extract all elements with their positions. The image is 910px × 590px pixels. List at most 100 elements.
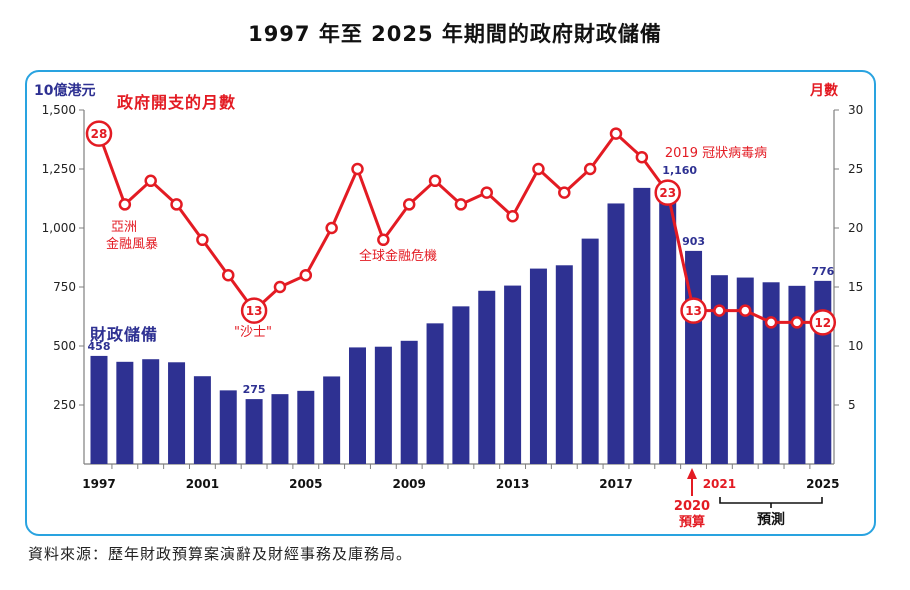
bar-2018 xyxy=(633,187,651,464)
chart-frame xyxy=(25,70,876,536)
bar-2005 xyxy=(297,390,315,464)
bar-2021 xyxy=(710,275,728,464)
labels-group: 458 275 1,160 903 776 xyxy=(88,164,835,396)
forecast-bracket xyxy=(719,497,823,504)
chart-title: 1997 年至 2025 年期間的政府財政儲備 xyxy=(248,22,662,46)
line-highlight-label: 23 xyxy=(659,186,676,200)
annotation-asia-crisis-1: 亞洲 xyxy=(111,220,137,235)
line-point-2001 xyxy=(196,233,209,247)
line-highlight-point-2020 xyxy=(680,297,707,324)
bar-value-label: 275 xyxy=(243,383,266,396)
right-axis-tick-label: 30 xyxy=(848,103,863,117)
line-point-2013 xyxy=(506,209,519,223)
annotation-budget-2020-label: 預算 xyxy=(679,514,705,530)
line-point-2008 xyxy=(377,233,390,247)
x-axis-tick-label: 2005 xyxy=(289,477,322,491)
bar-series-label: 財政儲備 xyxy=(90,325,158,344)
line-point-2024 xyxy=(790,316,804,329)
x-axis-tick-label: 2013 xyxy=(496,477,529,491)
line-point-1999 xyxy=(144,174,157,188)
annotation-covid: 2019 冠狀病毒病 xyxy=(665,146,767,161)
line-series-label: 政府開支的月數 xyxy=(117,93,236,112)
line-highlight-point-2019 xyxy=(654,179,681,206)
x-axis-tick-label: 2017 xyxy=(599,477,632,491)
bar-value-label: 1,160 xyxy=(662,164,697,177)
bar-2001 xyxy=(193,376,211,464)
line-point-2011 xyxy=(454,198,468,211)
bar-2008 xyxy=(374,346,392,464)
bar-2000 xyxy=(168,362,186,464)
line-point-2021 xyxy=(713,304,726,317)
left-axis-tick-label: 1,250 xyxy=(42,162,76,176)
bar-2017 xyxy=(607,203,625,464)
bar-1999 xyxy=(142,359,160,464)
bar-2009 xyxy=(400,340,418,464)
bar-1998 xyxy=(116,361,134,464)
annotation-budget-2020-year: 2020 xyxy=(674,499,710,514)
line-highlight-label: 13 xyxy=(246,304,263,318)
annotation-asia-crisis-2: 金融風暴 xyxy=(106,236,158,252)
line-point-2006 xyxy=(325,221,338,235)
bar-2003 xyxy=(245,399,263,464)
x-axis-tick-label: 2021 xyxy=(703,477,736,491)
bar-2002 xyxy=(219,390,237,464)
left-axis-tick-label: 500 xyxy=(53,339,76,353)
right-axis-tick-label: 15 xyxy=(848,280,863,294)
line-point-2018 xyxy=(635,150,649,164)
bar-2012 xyxy=(478,290,496,464)
bar-2024 xyxy=(788,285,806,464)
line-highlight-label: 12 xyxy=(814,316,831,330)
bars-group xyxy=(90,187,832,465)
right-axis-tick-label: 25 xyxy=(848,162,863,176)
line-highlight-point-1997 xyxy=(85,120,113,147)
left-axis-tick-label: 750 xyxy=(53,280,76,294)
left-axis-tick-label: 250 xyxy=(53,398,76,412)
line-highlight-label: 13 xyxy=(685,304,702,318)
right-axis-unit-label: 月數 xyxy=(809,82,838,99)
source-note: 資料來源：歷年財政預算案演辭及財經事務及庫務局。 xyxy=(28,545,413,563)
right-axis-tick-label: 20 xyxy=(848,221,863,235)
bar-value-label: 458 xyxy=(88,340,111,353)
line-group: 28 13 23 13 12 xyxy=(85,120,837,336)
line-point-2009 xyxy=(402,198,416,211)
bar-2016 xyxy=(581,238,599,464)
line-point-2005 xyxy=(299,268,313,282)
annotation-sars: "沙士" xyxy=(234,325,272,340)
annotation-forecast: 預測 xyxy=(757,511,785,528)
line-point-2023 xyxy=(764,316,778,329)
x-axis-tick-label: 2001 xyxy=(186,477,219,491)
left-axis-tick-label: 1,500 xyxy=(42,103,76,117)
x-axis-tick-label: 2009 xyxy=(392,477,425,491)
bar-2006 xyxy=(323,376,341,464)
bar-value-label: 776 xyxy=(811,265,834,278)
line-point-2016 xyxy=(583,162,597,176)
bar-2019 xyxy=(659,190,677,465)
line-point-2012 xyxy=(480,186,493,199)
annotation-gfc: 全球金融危機 xyxy=(359,248,437,264)
line-point-2015 xyxy=(558,186,571,199)
bar-2014 xyxy=(529,268,547,464)
bar-2022 xyxy=(736,277,754,464)
line-point-2007 xyxy=(351,162,364,176)
line-highlight-label: 28 xyxy=(91,127,108,141)
x-axis-tick-label: 2025 xyxy=(806,477,839,491)
line-point-2004 xyxy=(273,280,287,294)
bar-2025 xyxy=(814,280,832,464)
bar-2004 xyxy=(271,394,289,464)
bar-1997 xyxy=(90,355,108,464)
line-point-2000 xyxy=(170,198,183,211)
line-point-2014 xyxy=(532,162,545,176)
bar-2011 xyxy=(452,306,470,464)
left-axis-unit-label: 10億港元 xyxy=(34,82,95,99)
right-axis-tick-label: 10 xyxy=(848,339,863,353)
right-axis-tick-label: 5 xyxy=(848,398,856,412)
bar-2013 xyxy=(504,285,522,464)
line-point-2017 xyxy=(609,127,623,140)
line-highlight-point-2025 xyxy=(809,309,837,336)
line-point-2010 xyxy=(428,174,442,188)
left-axis-tick-label: 1,000 xyxy=(42,221,76,235)
line-point-2002 xyxy=(222,268,235,282)
bar-2015 xyxy=(555,265,573,464)
bar-2007 xyxy=(349,347,366,464)
